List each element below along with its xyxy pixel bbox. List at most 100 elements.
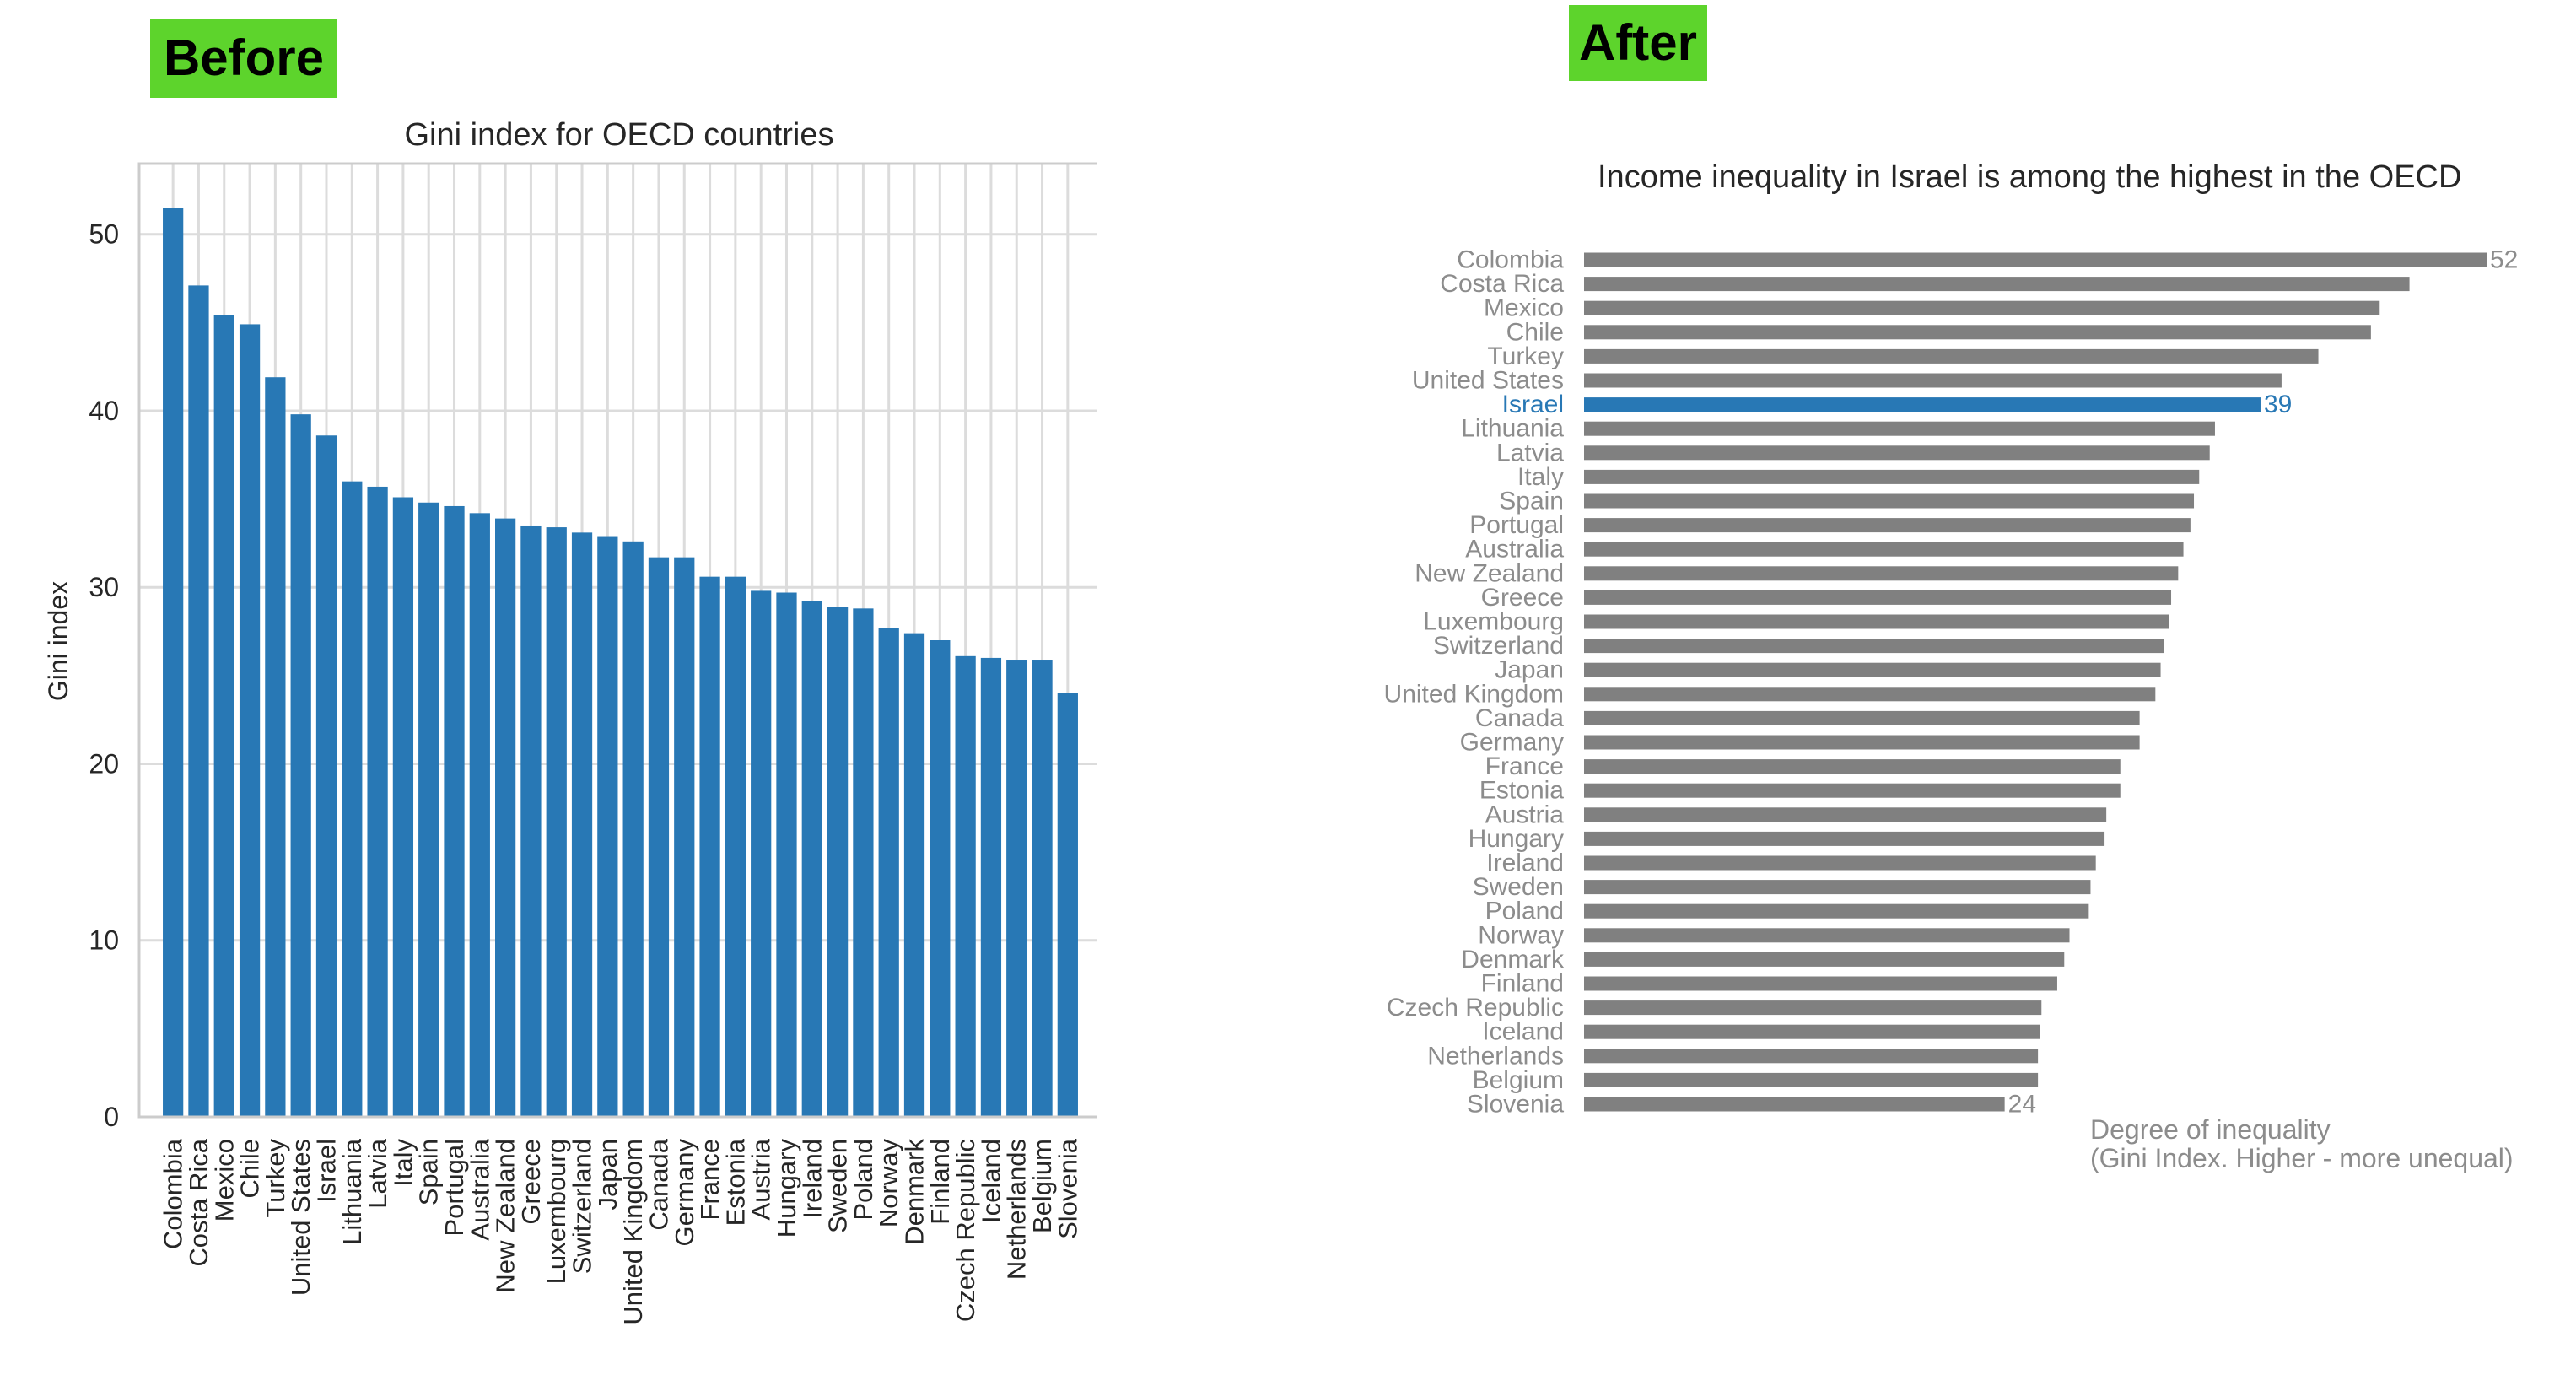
before-x-tick-japan: Japan (593, 1139, 622, 1210)
after-bar-denmark (1584, 952, 2065, 967)
before-y-tick-0: 0 (104, 1102, 119, 1132)
before-x-tick-canada: Canada (644, 1138, 673, 1230)
before-bar-austria (751, 590, 772, 1117)
after-bar-estonia (1584, 783, 2121, 798)
before-x-tick-israel: Israel (311, 1139, 341, 1203)
before-plot-frame (137, 162, 1097, 1119)
after-value-colombia: 52 (2490, 246, 2518, 274)
before-y-tick-20: 20 (89, 748, 119, 779)
before-x-tick-greece: Greece (516, 1139, 546, 1225)
before-x-tick-spain: Spain (414, 1139, 444, 1205)
after-label-portugal: Portugal (1469, 511, 1564, 539)
before-bar-poland (853, 608, 874, 1117)
before-x-tick-germany: Germany (670, 1139, 699, 1247)
before-bar-chart: Gini index for OECD countries Gini index… (43, 117, 1097, 1325)
after-label-spain: Spain (1499, 488, 1564, 515)
after-label-ireland: Ireland (1486, 849, 1564, 877)
after-bar-netherlands (1584, 1049, 2039, 1064)
before-y-tick-10: 10 (89, 925, 119, 956)
before-label: Before (150, 19, 337, 98)
before-bar-canada (648, 557, 670, 1117)
before-x-tick-netherlands: Netherlands (1002, 1139, 1032, 1280)
before-bar-netherlands (1006, 660, 1027, 1117)
after-annotation-line-1: Degree of inequality (2090, 1114, 2331, 1145)
after-value-israel: 39 (2264, 391, 2292, 418)
before-y-tick-labels: 0 10 20 30 40 50 (89, 219, 119, 1132)
before-x-tick-france: France (695, 1139, 725, 1220)
after-bar-australia (1584, 542, 2184, 557)
after-bar-united-states (1584, 373, 2282, 388)
before-y-tick-40: 40 (89, 396, 119, 426)
after-label-denmark: Denmark (1461, 946, 1565, 973)
after-value-slovenia: 24 (2008, 1091, 2036, 1119)
after-label-chile: Chile (1506, 318, 1564, 346)
after-value-labels: 52 39 24 (2008, 246, 2519, 1119)
after-bar-portugal (1584, 518, 2191, 533)
before-bar-lithuania (342, 481, 363, 1117)
after-bar-canada (1584, 710, 2140, 725)
before-bar-spain (418, 502, 439, 1117)
after-bar-sweden (1584, 880, 2091, 895)
after-chart-title: Income inequality in Israel is among the… (1598, 159, 2461, 195)
before-bar-greece (520, 525, 542, 1117)
after-label-colombia: Colombia (1457, 246, 1564, 274)
after-bar-belgium (1584, 1072, 2039, 1087)
before-bar-new-zealand (495, 518, 516, 1117)
after-bar-slovenia (1584, 1097, 2005, 1112)
before-x-tick-united-kingdom: United Kingdom (618, 1139, 648, 1325)
after-annotation-line-2: (Gini Index. Higher - more unequal) (2090, 1143, 2514, 1173)
after-bar-lithuania (1584, 421, 2215, 436)
after-label-france: France (1485, 752, 1564, 780)
before-x-tick-chile: Chile (235, 1139, 265, 1199)
after-label-lithuania: Lithuania (1461, 415, 1564, 443)
after-bar-israel (1584, 397, 2261, 412)
before-bar-denmark (903, 633, 925, 1117)
before-bar-united-states (290, 414, 311, 1117)
before-bar-estonia (725, 576, 746, 1117)
before-x-tick-sweden: Sweden (823, 1139, 853, 1233)
before-bar-chile (239, 324, 261, 1118)
after-bar-austria (1584, 807, 2107, 822)
after-bar-ireland (1584, 855, 2096, 871)
before-bar-mexico (213, 315, 234, 1117)
after-bar-mexico (1584, 300, 2380, 315)
after-bar-iceland (1584, 1024, 2040, 1039)
before-bar-ireland (801, 601, 822, 1117)
before-bar-slovenia (1057, 693, 1078, 1117)
before-bar-luxembourg (546, 527, 567, 1117)
after-label-austria: Austria (1485, 801, 1565, 828)
after-bar-latvia (1584, 445, 2210, 461)
after-label-netherlands: Netherlands (1427, 1042, 1564, 1070)
after-label-japan: Japan (1495, 656, 1564, 684)
after-label: After (1569, 5, 1707, 81)
before-bar-belgium (1032, 660, 1053, 1117)
before-x-tick-finland: Finland (925, 1139, 955, 1225)
after-bar-spain (1584, 493, 2195, 509)
after-bar-norway (1584, 928, 2070, 943)
before-bar-czech-republic (955, 655, 976, 1117)
after-label-poland: Poland (1485, 898, 1564, 925)
before-x-tick-hungary: Hungary (772, 1139, 801, 1238)
before-bar-japan (597, 536, 618, 1117)
after-bar-chile (1584, 325, 2371, 340)
after-bar-turkey (1584, 348, 2319, 364)
after-label-germany: Germany (1460, 729, 1564, 757)
after-label-hungary: Hungary (1469, 825, 1564, 853)
before-x-tick-austria: Austria (746, 1138, 776, 1220)
after-bars (1584, 252, 2487, 1112)
before-bar-turkey (265, 377, 286, 1117)
after-label-slovenia: Slovenia (1467, 1091, 1564, 1119)
before-bar-norway (878, 628, 899, 1117)
after-label-sweden: Sweden (1473, 873, 1564, 901)
before-bar-hungary (776, 592, 797, 1117)
before-x-tick-luxembourg: Luxembourg (542, 1139, 571, 1284)
before-x-tick-denmark: Denmark (900, 1139, 930, 1245)
after-label-czech-republic: Czech Republic (1387, 994, 1564, 1022)
before-bar-italy (392, 497, 414, 1117)
after-label-costa-rica: Costa Rica (1440, 270, 1564, 298)
after-bar-france (1584, 759, 2121, 774)
after-label-finland: Finland (1481, 970, 1564, 998)
after-bar-japan (1584, 662, 2161, 677)
after-label-united-states: United States (1412, 367, 1564, 395)
